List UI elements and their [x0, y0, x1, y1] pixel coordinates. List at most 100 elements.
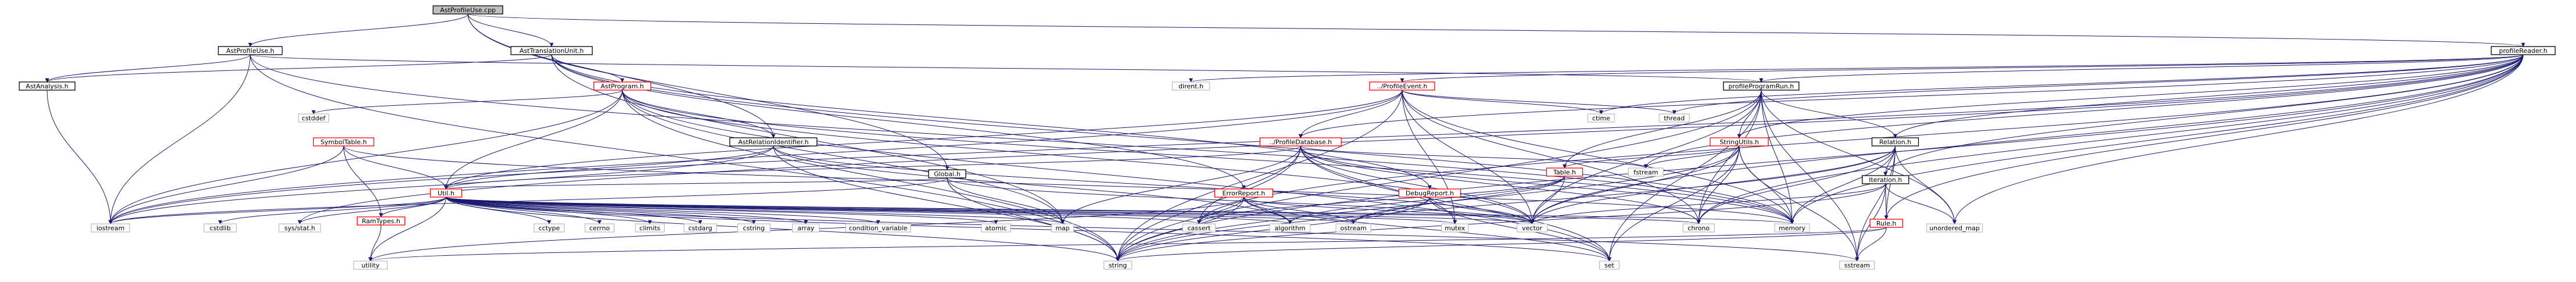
node-iteration-h[interactable]: Iteration.h	[1862, 175, 1909, 184]
node-debugreport-h[interactable]: DebugReport.h	[1398, 188, 1461, 198]
node-box	[298, 113, 329, 123]
edge-AstProfileUse_cpp-to-AstProfileUse_h	[248, 13, 468, 47]
node-iostream: iostream	[91, 223, 130, 233]
edge-profileReader_h-to-ctime	[1599, 54, 2524, 115]
node-label: mutex	[1445, 224, 1466, 232]
node-box	[1182, 223, 1216, 233]
edge-Relation_h-to-unordered_map	[1894, 145, 1957, 224]
node-label: cctype	[539, 224, 560, 232]
node-box	[1926, 223, 1983, 233]
node-astprofileuse-h[interactable]: AstProfileUse.h	[217, 46, 283, 55]
node-box	[1269, 223, 1311, 233]
node-box	[353, 260, 388, 270]
node-label: iostream	[96, 224, 124, 232]
node-profilereader-h[interactable]: profileReader.h	[2491, 46, 2556, 55]
edge-Rule_h-to-sstream	[1855, 227, 1887, 262]
node-sstream: sstream	[1839, 260, 1875, 270]
node-ramtypes-h[interactable]: RamTypes.h	[357, 216, 406, 226]
node-rule-h[interactable]: Rule.h	[1869, 219, 1903, 228]
node-ctime: ctime	[1587, 113, 1615, 123]
node-astanalysis-h[interactable]: AstAnalysis.h	[19, 81, 76, 91]
edge-Util_h-to-ostream	[446, 197, 1356, 224]
edge-Rule_h-to-utility	[368, 227, 1887, 262]
node-ostream: ostream	[1335, 223, 1371, 233]
node-label: cstdarg	[688, 224, 712, 232]
node-box	[533, 223, 565, 233]
node-astrelationidentifier-h[interactable]: AstRelationIdentifier.h	[729, 137, 818, 147]
edge-ProfileDatabase_h-to-memory	[1300, 145, 1794, 224]
node-label: DebugReport.h	[1406, 190, 1454, 197]
edge-profileReader_h-to-Rule_h	[1884, 54, 2524, 220]
node-label: utility	[361, 262, 380, 269]
node-relation-h[interactable]: Relation.h	[1871, 137, 1919, 147]
node-table-h[interactable]: Table.h	[1546, 167, 1583, 177]
node-label: fstream	[1633, 169, 1658, 176]
node-box	[1441, 223, 1469, 233]
node-box	[1658, 113, 1690, 123]
edge-Table_h-to-algorithm	[1288, 176, 1565, 224]
node-profiledatabase-h[interactable]: ../ProfileDatabase.h	[1259, 137, 1342, 147]
node-label: ../ProfileEvent.h	[1377, 83, 1427, 90]
edge-Global_h-to-vector	[947, 177, 1534, 224]
edge-Relation_h-to-vector	[1530, 145, 1896, 224]
node-programrun-h[interactable]: profileProgramRun.h	[1723, 81, 1800, 91]
node-label: climits	[639, 224, 660, 232]
node-label: chrono	[1688, 224, 1710, 232]
edge-AstTranslationUnit_h-to-AstProgram_h	[551, 54, 625, 83]
node-profileevent-h[interactable]: ../ProfileEvent.h	[1369, 81, 1435, 91]
edge-profileReader_h-to-string	[1116, 54, 2524, 262]
edge-ProfileDatabase_h-to-string	[1116, 145, 1301, 262]
edge-AstProfileUse_cpp-to-Global_h	[467, 13, 950, 170]
node-label: cstdlib	[210, 224, 231, 232]
node-label: cstddef	[302, 115, 326, 122]
node-label: AstProgram.h	[601, 83, 644, 90]
edge-ErrorReport_h-to-set	[1243, 197, 1611, 262]
node-errorreport-h[interactable]: ErrorReport.h	[1214, 188, 1273, 198]
edge-AstProgram_h-to-cstddef	[311, 90, 623, 115]
node-util-h[interactable]: Util.h	[429, 188, 463, 198]
node-box	[1599, 260, 1620, 270]
node-label: AstProfileUse.cpp	[440, 6, 496, 14]
node-astprogram-h[interactable]: AstProgram.h	[593, 81, 651, 91]
edge-ProfileEvent_h-to-chrono	[1402, 90, 1701, 224]
node-box	[91, 223, 130, 233]
node-box	[1051, 223, 1074, 233]
node-mutex: mutex	[1441, 223, 1469, 233]
node-label: ErrorReport.h	[1222, 190, 1265, 197]
node-box	[1774, 223, 1810, 233]
edge-ProgramRun_h-to-string	[1116, 90, 1762, 262]
edge-layer	[45, 13, 2525, 262]
node-global-h[interactable]: Global.h	[928, 169, 966, 179]
edge-ProgramRun_h-to-sstream	[1761, 90, 1860, 262]
edge-StringUtils_h-to-sstream	[1739, 145, 1860, 262]
node-memory: memory	[1774, 223, 1810, 233]
node-label: ctime	[1592, 115, 1610, 122]
node-label: profileReader.h	[2499, 47, 2548, 55]
edge-AstProgram_h-to-AstRelationIdentifier_h	[622, 90, 776, 138]
edge-RamTypes_h-to-utility	[368, 224, 382, 262]
edge-ProfileDatabase_h-to-vector	[1300, 145, 1535, 224]
node-label: Iteration.h	[1869, 176, 1902, 184]
edge-Util_h-to-cassert	[446, 197, 1201, 224]
node-label: unordered_map	[1929, 224, 1980, 232]
edge-ProgramRun_h-to-chrono	[1696, 90, 1762, 224]
edge-profileReader_h-to-StringUtils_h	[1737, 54, 2524, 138]
node-stringutils-h[interactable]: StringUtils.h	[1710, 137, 1769, 147]
node-box	[1335, 223, 1371, 233]
node-asttranslationunit-h[interactable]: AstTranslationUnit.h	[510, 46, 593, 55]
node-label: memory	[1779, 224, 1805, 232]
edge-Table_h-to-ostream	[1351, 176, 1565, 224]
node-box	[1839, 260, 1875, 270]
node-astprofileuse-cpp[interactable]: AstProfileUse.cpp	[432, 5, 503, 15]
node-label: AstAnalysis.h	[26, 83, 68, 90]
node-box	[845, 223, 911, 233]
node-box	[1214, 188, 1273, 198]
edge-Util_h-to-sstream	[446, 197, 1859, 262]
edge-Util_h-to-memory	[446, 197, 1794, 224]
node-cctype: cctype	[533, 223, 565, 233]
node-label: array	[797, 224, 814, 232]
node-symboltable-h[interactable]: SymbolTable.h	[313, 137, 375, 147]
edge-AstTranslationUnit_h-to-DebugReport_h	[551, 54, 1432, 190]
node-algorithm: algorithm	[1269, 223, 1311, 233]
edge-ProfileEvent_h-to-thread	[1402, 90, 1676, 115]
